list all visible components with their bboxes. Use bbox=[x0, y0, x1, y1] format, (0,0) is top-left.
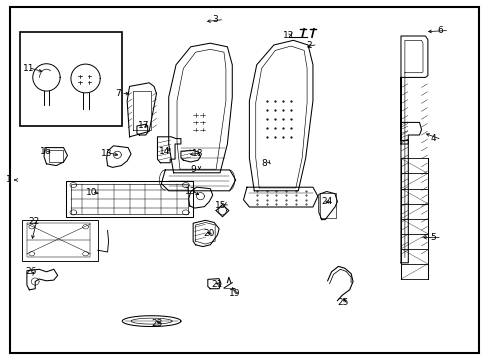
Text: 13: 13 bbox=[101, 149, 112, 158]
Text: 16: 16 bbox=[40, 147, 52, 156]
Text: 22: 22 bbox=[28, 217, 39, 226]
Bar bbox=[27, 223, 90, 257]
Text: 19: 19 bbox=[228, 289, 240, 298]
Text: 20: 20 bbox=[203, 230, 214, 239]
Text: 17: 17 bbox=[138, 122, 149, 130]
Text: 13: 13 bbox=[184, 187, 196, 196]
Text: 4: 4 bbox=[429, 134, 435, 143]
Text: 9: 9 bbox=[190, 165, 196, 174]
Text: 10: 10 bbox=[85, 188, 97, 197]
Text: 6: 6 bbox=[437, 26, 443, 35]
Text: 18: 18 bbox=[191, 149, 203, 158]
Bar bbox=[49, 150, 62, 162]
Bar bbox=[20, 32, 122, 126]
Text: 3: 3 bbox=[212, 15, 218, 24]
Text: 7: 7 bbox=[115, 89, 121, 98]
Text: 21: 21 bbox=[211, 280, 222, 289]
Bar bbox=[320, 193, 335, 218]
Text: 14: 14 bbox=[159, 147, 170, 156]
Bar bbox=[71, 184, 188, 214]
Text: 23: 23 bbox=[151, 320, 163, 328]
Text: 1: 1 bbox=[6, 175, 12, 184]
Text: 15: 15 bbox=[215, 201, 226, 210]
Bar bbox=[22, 220, 98, 261]
Text: 24: 24 bbox=[321, 197, 332, 206]
Text: 5: 5 bbox=[429, 233, 435, 242]
Text: 26: 26 bbox=[25, 267, 37, 276]
Bar bbox=[66, 181, 193, 217]
Text: 11: 11 bbox=[22, 64, 34, 73]
Text: 25: 25 bbox=[337, 298, 348, 307]
Text: 8: 8 bbox=[261, 159, 267, 168]
Text: 12: 12 bbox=[282, 31, 293, 40]
Text: 2: 2 bbox=[305, 40, 311, 49]
